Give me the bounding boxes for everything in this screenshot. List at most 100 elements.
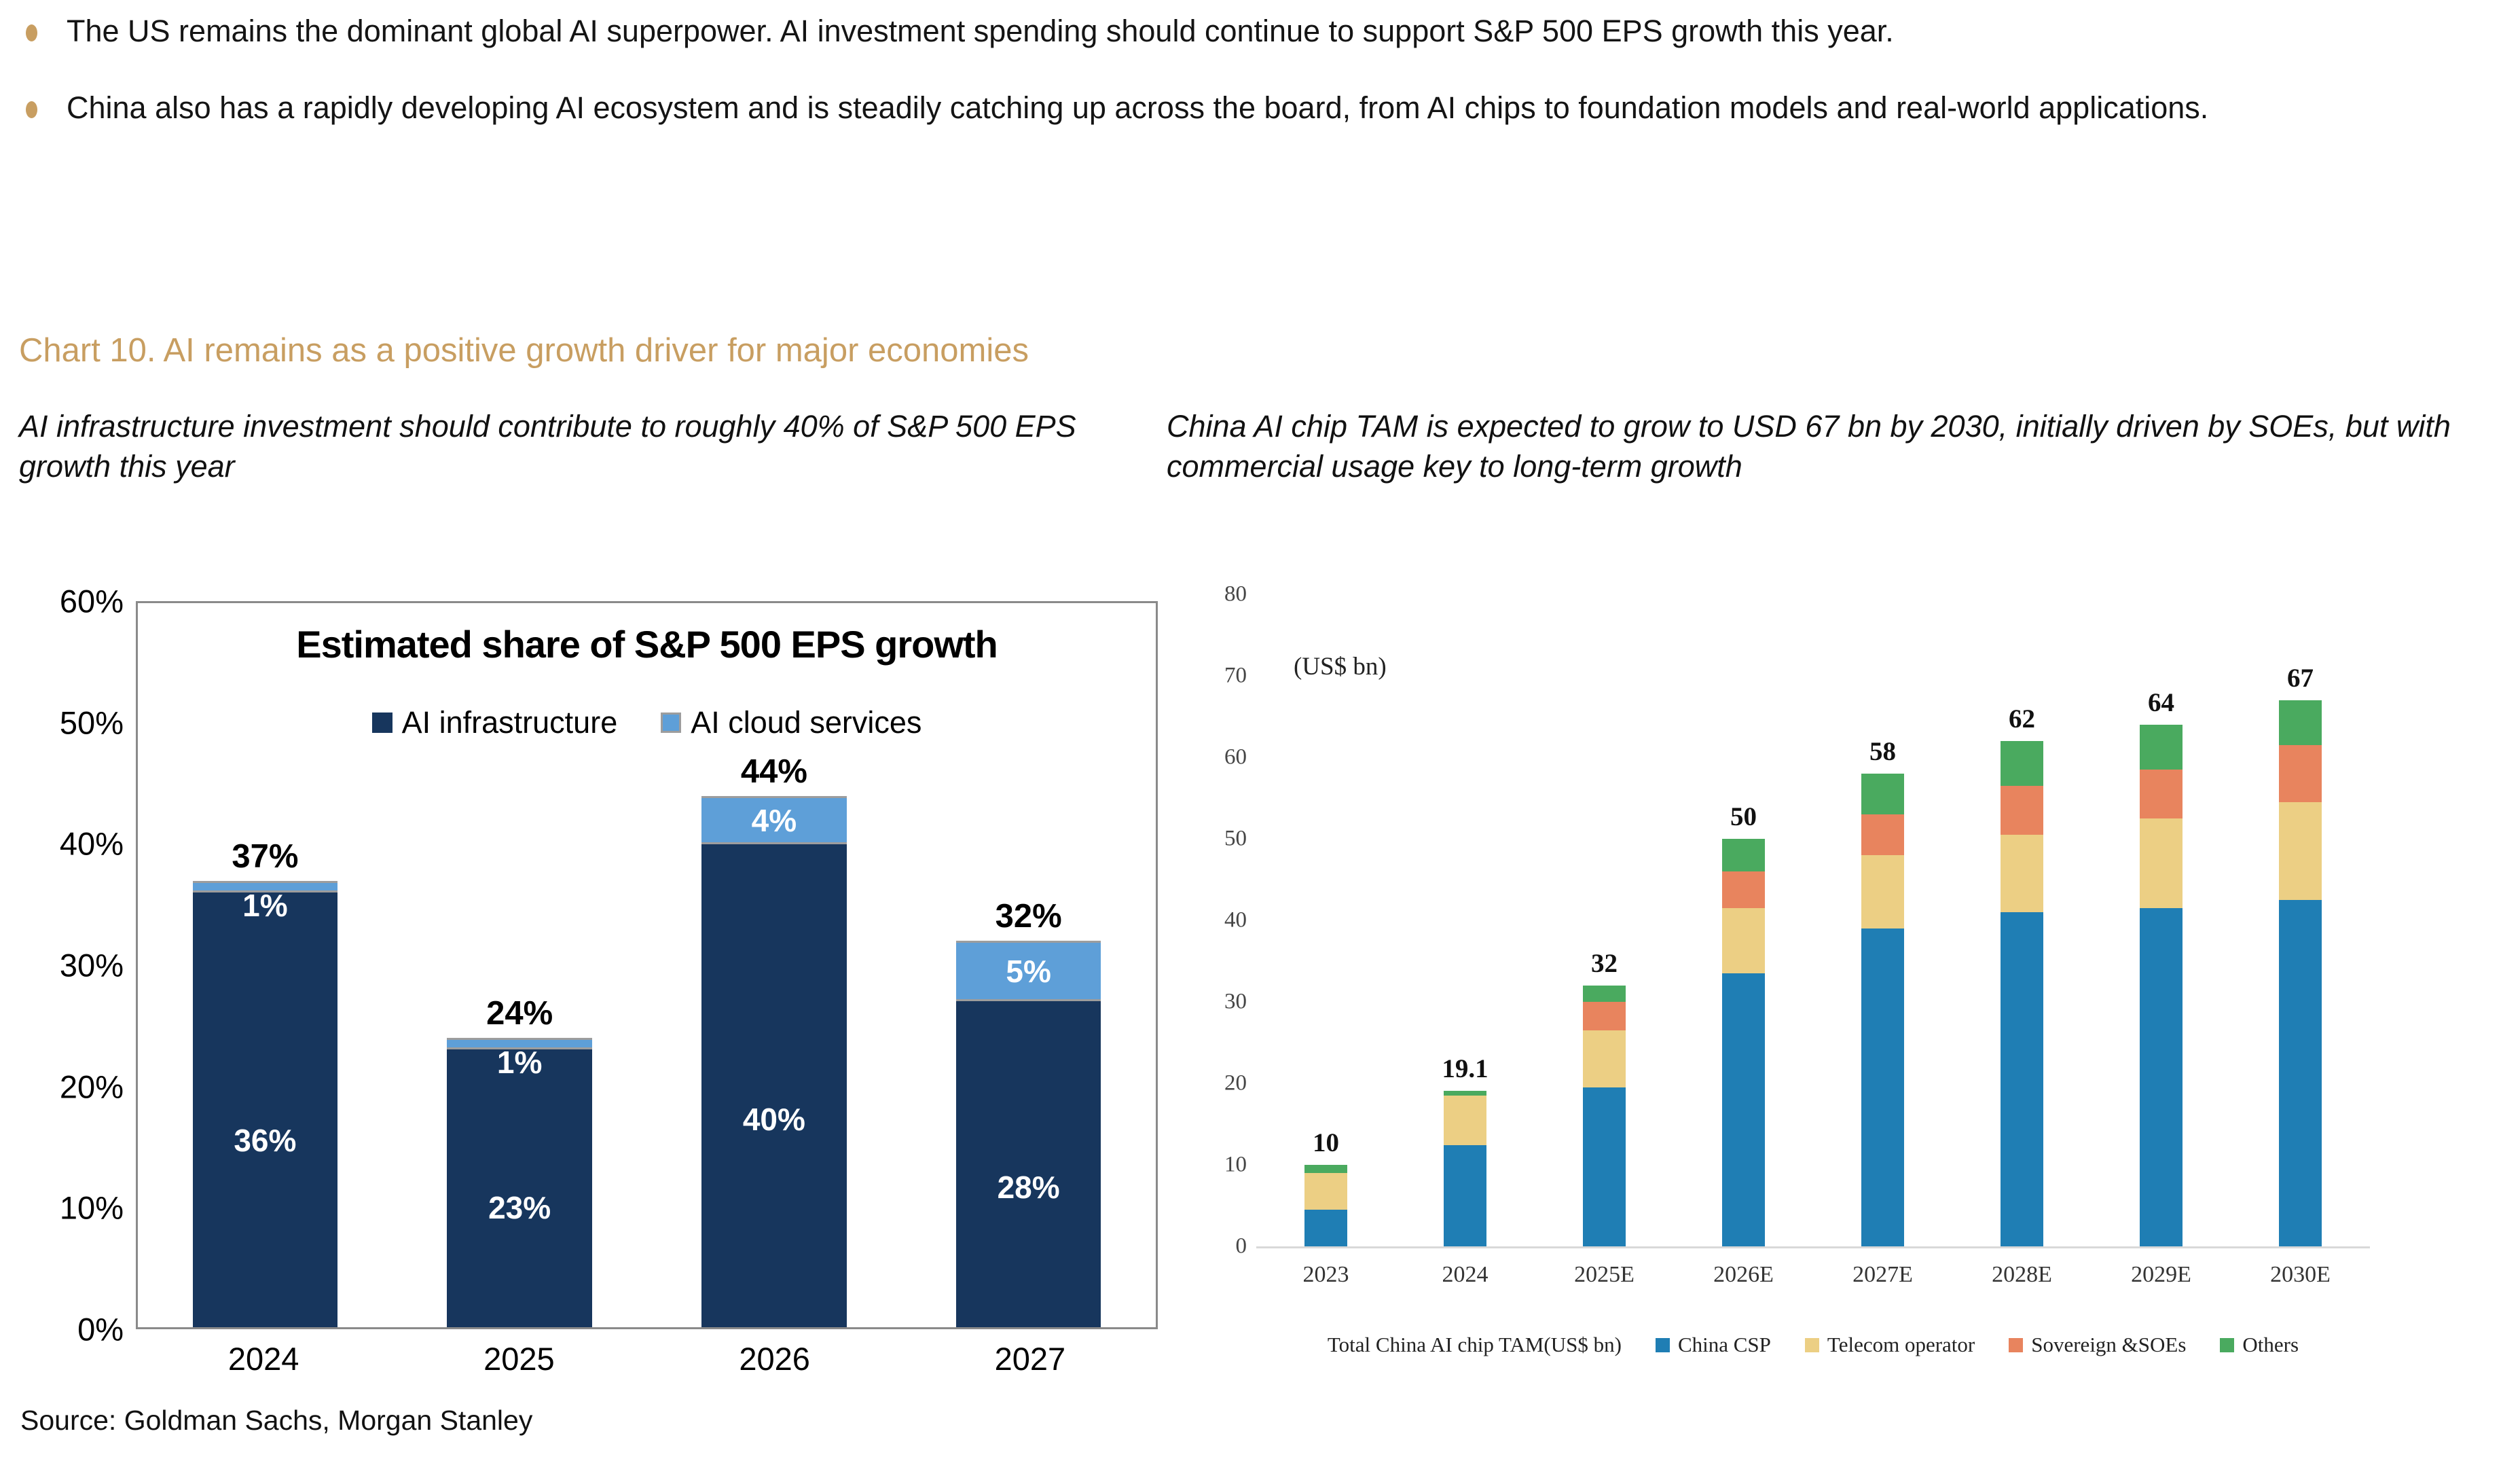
right-y-tick-label: 40 [1224, 907, 1247, 933]
bar-segment-others [2000, 741, 2044, 786]
stacked-bar [2000, 741, 2044, 1246]
bar-segment-ai-infrastructure: 23% [447, 1049, 592, 1327]
bar-segment-sovereign-soes [2139, 770, 2183, 818]
chart-heading: Chart 10. AI remains as a positive growt… [19, 332, 1029, 369]
right-y-tick-label: 70 [1224, 663, 1247, 688]
bar-segment-ai-infrastructure: 40% [701, 844, 847, 1327]
bar-segment-china-csp [1861, 928, 1905, 1246]
bar-segment-others [2139, 725, 2183, 770]
legend-item-ai-infrastructure: AI infrastructure [371, 705, 618, 740]
x-axis-label: 2026E [1713, 1262, 1774, 1287]
right-y-tick-label: 30 [1224, 989, 1247, 1014]
bar-segment-telecom-operator [2139, 818, 2183, 908]
bar-group-2026: 44% 4% 40% [647, 603, 902, 1327]
legend-item-others: Others [2220, 1333, 2299, 1357]
bar-value-label: 5% [1006, 953, 1051, 989]
x-axis-label: 2024 [1442, 1262, 1489, 1287]
left-y-tick-label: 20% [59, 1068, 124, 1105]
bar-segment-telecom-operator [1443, 1096, 1487, 1146]
bar-total-label: 32% [995, 898, 1062, 935]
bullet-icon [26, 24, 37, 41]
bar-value-label: 1% [242, 888, 288, 924]
bar-total-label: 19.1 [1442, 1053, 1489, 1083]
bar-value-label: 40% [742, 1102, 805, 1138]
right-y-tick-label: 80 [1224, 581, 1247, 607]
left-y-tick-label: 10% [59, 1189, 124, 1226]
bar-segment-china-csp [2000, 912, 2044, 1246]
bar-segment-telecom-operator [1582, 1030, 1626, 1087]
left-y-tick-label: 60% [59, 583, 124, 619]
bar-total-label: 37% [232, 837, 299, 875]
bar-value-label: 36% [234, 1122, 297, 1158]
bar-segment-telecom-operator [2000, 835, 2044, 912]
bar-segment-sovereign-soes [1721, 871, 1766, 908]
left-chart-y-axis: 0% 10% 20% 30% 40% 50% 60% [14, 583, 136, 1348]
bar-total-label: 64 [2148, 688, 2174, 717]
bar-segment-china-csp [1443, 1145, 1487, 1246]
bar-segment-sovereign-soes [2278, 744, 2322, 802]
bar-segment-china-csp [2139, 908, 2183, 1246]
bullet-item: The US remains the dominant global AI su… [20, 11, 2494, 52]
right-chart-bars: 10 19.1 32 50 58 62 64 67 [1256, 594, 2370, 1246]
stacked-bar: 4% 40% [701, 796, 847, 1327]
chart-subtitles: AI infrastructure investment should cont… [19, 406, 2486, 487]
x-axis-label: 2027E [1852, 1262, 1913, 1287]
legend-label: China CSP [1677, 1333, 1771, 1356]
right-chart-y-axis: 0 10 20 30 40 50 60 70 80 [1216, 582, 1256, 1259]
bullet-list: The US remains the dominant global AI su… [20, 11, 2494, 164]
bar-total-label: 32 [1591, 949, 1618, 978]
legend-item-ai-cloud-services: AI cloud services [661, 705, 921, 740]
bar-group-2027: 32% 5% 28% [901, 603, 1156, 1327]
x-axis-label: 2024 [227, 1341, 299, 1377]
right-chart-subtitle: China AI chip TAM is expected to grow to… [1167, 409, 2451, 484]
left-chart-main: Estimated share of S&P 500 EPS growth AI… [136, 601, 1158, 1377]
left-y-tick-label: 30% [59, 947, 124, 984]
x-axis-label: 2023 [1302, 1262, 1349, 1287]
legend-label: AI infrastructure [401, 705, 618, 740]
bullet-item: China also has a rapidly developing AI e… [20, 88, 2494, 129]
bar-segment-others [1861, 774, 1905, 814]
stacked-bar [2278, 700, 2322, 1246]
x-axis-label: 2028E [1992, 1262, 2052, 1287]
bar-segment-china-csp [1582, 1087, 1626, 1246]
right-chart: 0 10 20 30 40 50 60 70 80 (US$ bn) 10 19.1 32 50 58 6… [1216, 582, 2370, 1357]
x-axis-label: 2029E [2131, 1262, 2191, 1287]
bar-value-label: 1% [496, 1045, 543, 1081]
bar-group-2027e: 58 [1813, 594, 1952, 1246]
stacked-bar: 1% 23% [447, 1037, 592, 1327]
left-chart-bars: 37% 1% 36% 24% 1% 23% 44% 4% 40% 32% 5% 28% [138, 603, 1156, 1327]
bar-total-label: 10 [1313, 1128, 1339, 1157]
left-chart-x-axis: 2024 2025 2026 2027 [136, 1340, 1158, 1377]
legend-swatch [2220, 1337, 2235, 1352]
stacked-bar: 1% 36% [192, 880, 338, 1327]
bar-group-2029e: 64 [2092, 594, 2231, 1246]
stacked-bar [1582, 986, 1626, 1246]
bar-group-2028e: 62 [1952, 594, 2092, 1246]
left-chart-legend: AI infrastructure AI cloud services [138, 705, 1156, 740]
bar-total-label: 62 [2009, 704, 2035, 734]
left-chart-title: Estimated share of S&P 500 EPS growth [296, 623, 998, 666]
right-chart-plot-area: (US$ bn) 10 19.1 32 50 58 62 64 67 [1256, 594, 2370, 1248]
stacked-bar: 5% 28% [955, 941, 1101, 1327]
legend-item-telecom-operator: Telecom operator [1804, 1333, 1975, 1357]
left-y-tick-label: 0% [77, 1311, 124, 1348]
bar-segment-telecom-operator [2278, 801, 2322, 900]
legend-label: AI cloud services [691, 705, 922, 740]
bar-segment-others [1304, 1165, 1348, 1173]
x-axis-label: 2026 [739, 1341, 810, 1377]
legend-swatch [2009, 1337, 2024, 1352]
bar-group-2030e: 67 [2231, 594, 2370, 1246]
bar-total-label: 24% [486, 994, 553, 1032]
bar-segment-others [1582, 986, 1626, 1002]
source-note: Source: Goldman Sachs, Morgan Stanley [20, 1405, 533, 1436]
bar-segment-sovereign-soes [1582, 1002, 1626, 1030]
right-chart-body: 0 10 20 30 40 50 60 70 80 (US$ bn) 10 19.1 32 50 58 6… [1216, 582, 2370, 1357]
bar-value-label: 28% [997, 1169, 1060, 1205]
legend-swatch [1655, 1337, 1670, 1352]
x-axis-label: 2025E [1574, 1262, 1635, 1287]
legend-item-sovereign-soes: Sovereign &SOEs [2009, 1333, 2186, 1357]
left-chart: 0% 10% 20% 30% 40% 50% 60% Estimated share of … [14, 583, 1158, 1377]
bar-total-label: 67 [2287, 664, 2314, 693]
bar-segment-ai-cloud-services: 1% [192, 880, 338, 923]
